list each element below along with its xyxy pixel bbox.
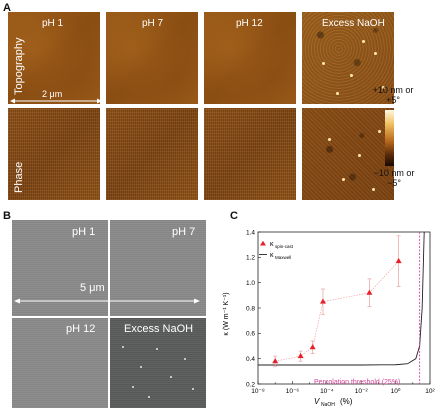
colorbar-top-line2: +5°	[386, 95, 400, 105]
data-point-spin-cast	[395, 257, 402, 264]
afm-label-ph1: pH 1	[42, 18, 64, 29]
x-axis-label-main: V	[314, 397, 320, 406]
x-tick-label: 10⁻⁶	[286, 388, 300, 395]
row-label-phase: Phase	[13, 161, 25, 193]
data-point-spin-cast	[366, 289, 373, 295]
panel-c-letter: C	[230, 210, 238, 222]
data-point-spin-cast	[272, 358, 279, 364]
sem-image-ph12	[12, 318, 108, 408]
scale-bar-5um	[14, 298, 200, 304]
sem-image-naoh	[110, 318, 206, 408]
colorbar-top-label: +10 nm or +5°	[368, 85, 418, 105]
colorbar-bottom-line1: −10 nm or	[373, 168, 415, 178]
colorbar-bottom-line2: −5°	[387, 178, 401, 188]
afm-topography-ph1	[8, 12, 100, 104]
legend-spin-cast-main: κ	[270, 241, 274, 248]
sem-label-ph12: pH 12	[66, 323, 96, 335]
data-point-spin-cast	[319, 298, 326, 304]
y-tick-label: 1.0	[246, 280, 255, 287]
y-tick-label: 0.4	[246, 356, 255, 363]
afm-phase-ph7	[106, 108, 198, 200]
afm-topography-ph7	[106, 12, 198, 104]
afm-topography-ph12	[204, 12, 296, 104]
afm-topography-naoh	[302, 12, 394, 104]
legend-marker-spin-cast	[260, 240, 266, 246]
thermal-conductivity-chart: 10⁻⁸ 10⁻⁶ 10⁻⁴ 10⁻² 10⁰ 10² 0.2 0.4 0.6 0.8 1.0 1.2…	[223, 229, 436, 408]
y-tick-label: 0.2	[246, 381, 255, 388]
x-tick-label: 10⁰	[391, 387, 401, 395]
legend: κ spin-cast κ Maxwell	[270, 241, 294, 260]
legend-maxwell-main: κ	[270, 252, 274, 259]
y-tick-label: 1.4	[246, 229, 255, 236]
height-phase-colorbar	[385, 110, 394, 166]
panel-b-letter: B	[3, 210, 11, 222]
scale-bar-2um	[10, 98, 102, 104]
colorbar-bottom-label: −10 nm or −5°	[366, 168, 422, 188]
afm-label-ph7: pH 7	[142, 18, 164, 29]
afm-phase-naoh	[302, 108, 394, 200]
sem-label-ph7: pH 7	[172, 226, 196, 238]
y-tick-label: 0.8	[246, 305, 255, 312]
y-tick-label: 1.2	[246, 255, 255, 262]
colorbar-top-line1: +10 nm or	[372, 85, 414, 95]
y-axis-label: κ (W m⁻¹ K⁻¹)	[223, 292, 230, 335]
x-axis-label-unit: (%)	[340, 397, 353, 406]
sem-label-ph1: pH 1	[72, 226, 96, 238]
row-label-topography: Topography	[13, 37, 25, 96]
scale-bar-5um-label: 5 μm	[80, 282, 105, 294]
legend-spin-cast-sub: spin-cast	[275, 244, 294, 249]
data-point-spin-cast	[309, 344, 316, 350]
legend-maxwell-sub: Maxwell	[275, 255, 291, 260]
x-tick-label: 10²	[425, 388, 435, 395]
afm-label-naoh: Excess NaOH	[322, 18, 385, 29]
y-tick-label: 0.6	[246, 331, 255, 338]
sem-image-ph1	[12, 220, 108, 316]
percolation-annotation: Percolation threshold (25%)	[314, 379, 400, 386]
x-tick-label: 10⁻⁴	[320, 388, 334, 395]
x-tick-label: 10⁻⁸	[251, 388, 265, 395]
sem-label-naoh: Excess NaOH	[124, 323, 194, 335]
afm-phase-ph1	[8, 108, 100, 200]
scale-bar-2um-label: 2 μm	[42, 89, 63, 99]
x-tick-label: 10⁻²	[355, 388, 369, 395]
afm-phase-ph12	[204, 108, 296, 200]
maxwell-model-line	[258, 231, 425, 366]
spin-cast-connector	[275, 260, 399, 362]
sem-image-ph7	[110, 220, 206, 316]
afm-label-ph12: pH 12	[236, 18, 263, 29]
x-axis-label-sub: NaOH	[321, 402, 335, 408]
panel-a-letter: A	[3, 2, 11, 14]
data-point-spin-cast	[297, 352, 304, 359]
